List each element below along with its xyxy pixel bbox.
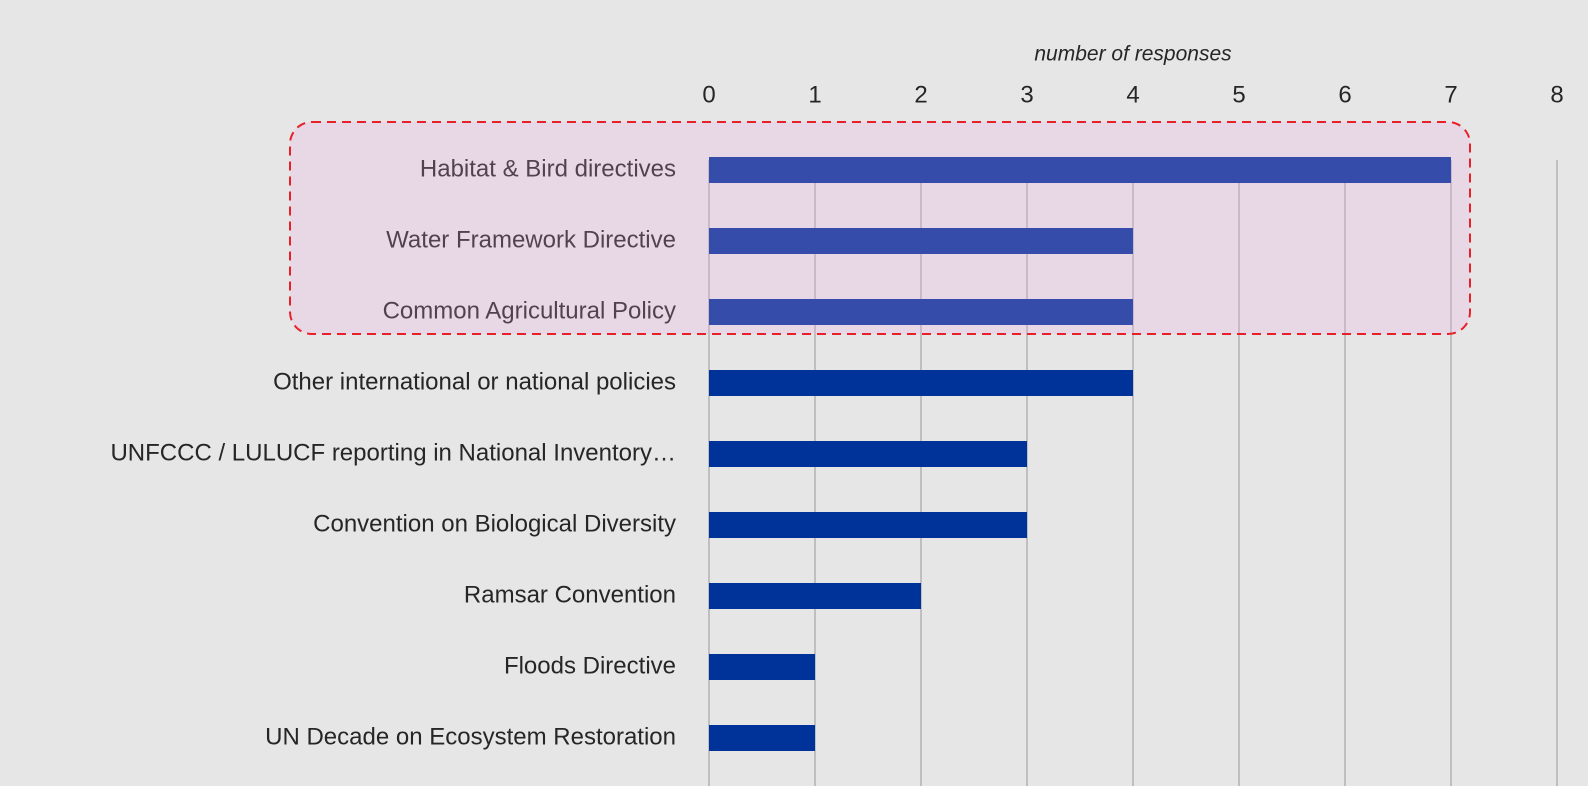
y-tick-label: Habitat & Bird directives — [420, 155, 676, 182]
x-tick-label: 1 — [808, 81, 821, 108]
x-tick-label: 2 — [914, 81, 927, 108]
bar — [709, 725, 815, 751]
x-tick-label: 5 — [1232, 81, 1245, 108]
bar — [709, 370, 1133, 396]
y-tick-label: Other international or national policies — [273, 368, 676, 395]
bar — [709, 441, 1027, 467]
y-tick-label: UNFCCC / LULUCF reporting in National In… — [110, 439, 676, 466]
bar — [709, 228, 1133, 254]
y-tick-label: Ramsar Convention — [464, 581, 676, 608]
bar — [709, 583, 921, 609]
bar — [709, 654, 815, 680]
x-axis-label: number of responses — [1034, 43, 1232, 66]
x-tick-label: 7 — [1444, 81, 1457, 108]
x-tick-label: 3 — [1020, 81, 1033, 108]
bar — [709, 299, 1133, 325]
y-tick-label: Water Framework Directive — [386, 226, 676, 253]
bar — [709, 157, 1451, 183]
y-tick-label: Floods Directive — [504, 652, 676, 679]
x-tick-label: 8 — [1550, 81, 1563, 108]
y-tick-label: Common Agricultural Policy — [383, 297, 676, 324]
x-tick-label: 0 — [702, 81, 715, 108]
bars — [709, 157, 1451, 751]
x-tick-label: 4 — [1126, 81, 1139, 108]
highlight-box — [289, 121, 1471, 335]
grid — [708, 160, 1558, 786]
x-tick-label: 6 — [1338, 81, 1351, 108]
bar — [709, 512, 1027, 538]
y-tick-label: UN Decade on Ecosystem Restoration — [265, 723, 676, 750]
y-tick-label: Convention on Biological Diversity — [313, 510, 676, 537]
